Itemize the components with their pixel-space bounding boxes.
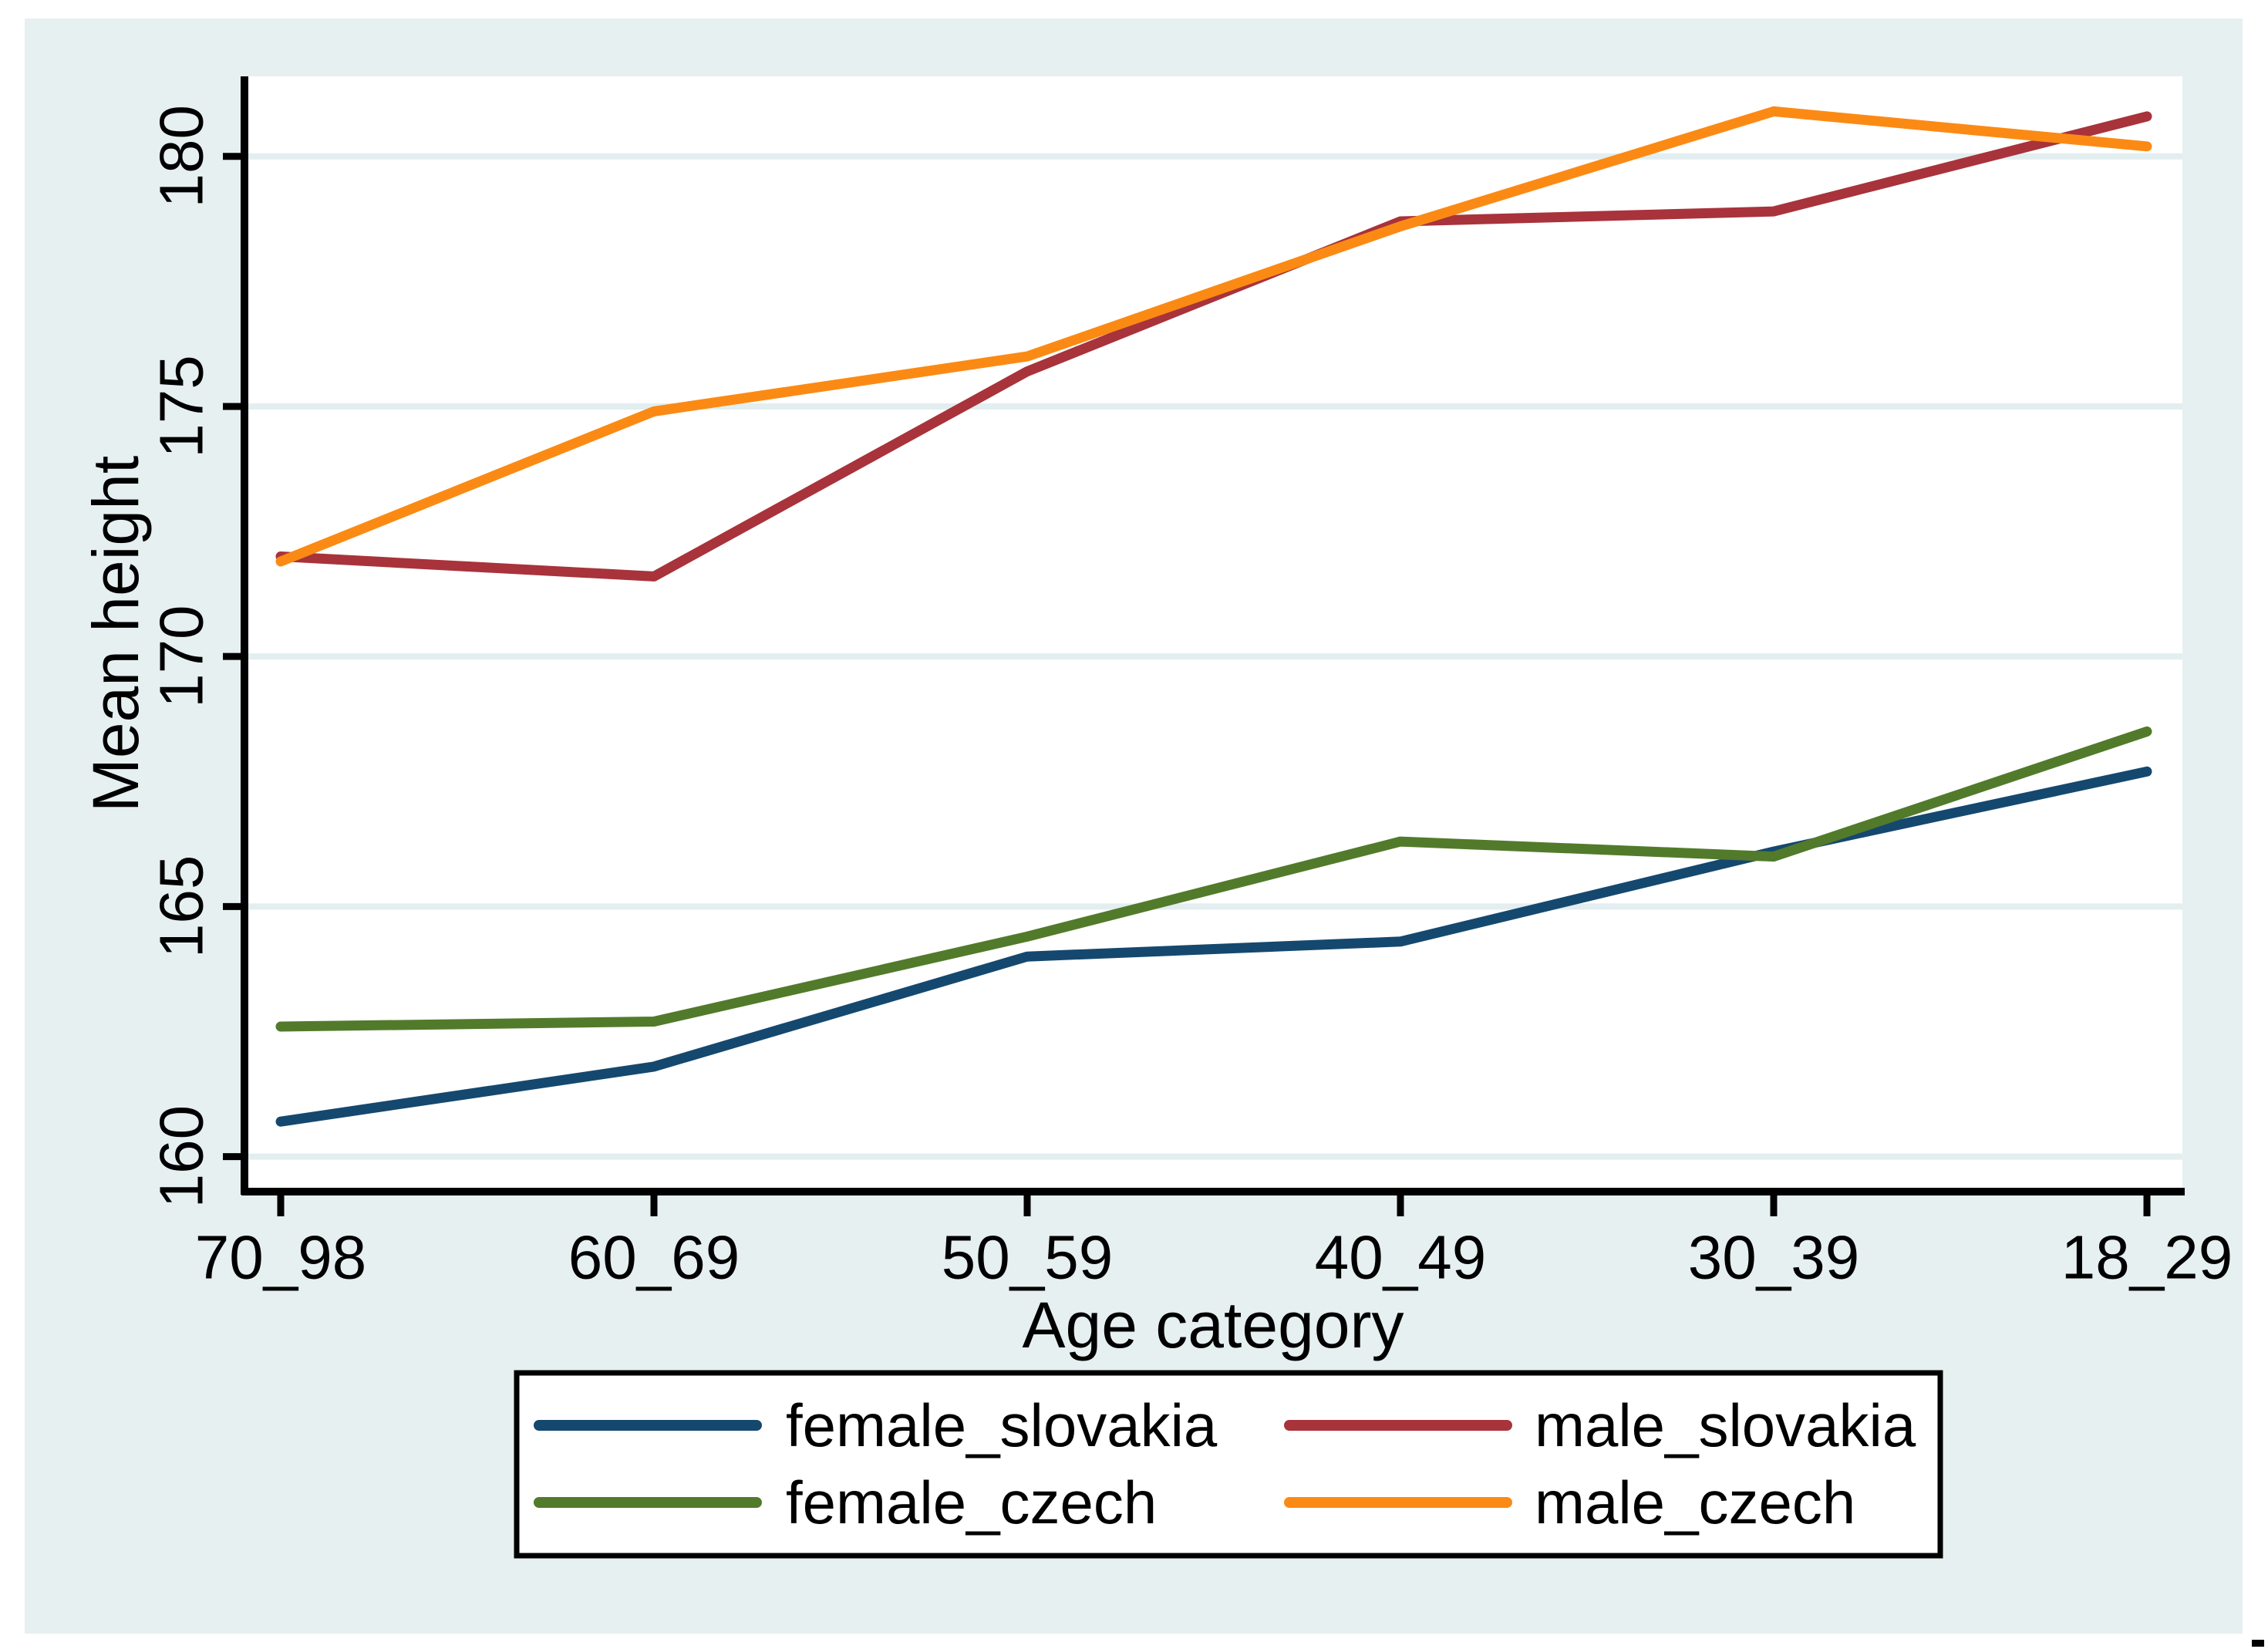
series-line-male_czech [275,106,2152,567]
series-lines [275,106,2152,1127]
tick-labels: 160 165 170 175 180 70_98 60_69 50_59 40_49 30_39… [147,105,2233,1291]
y-tick-label-180: 180 [147,105,216,207]
plot-area [244,76,2182,1192]
x-tick-label-60_69: 60_69 [568,1223,740,1292]
x-tick-label-18_29: 18_29 [2061,1223,2233,1292]
y-tick-label-175: 175 [147,355,216,457]
legend-label-male_czech: male_czech [1535,1469,1855,1536]
x-tick-label-30_39: 30_39 [1688,1223,1859,1292]
legend-label-female_czech: female_czech [786,1469,1157,1536]
x-tick-label-70_98: 70_98 [195,1223,366,1292]
y-axis-title: Mean height [79,456,152,812]
legend-label-female_slovakia: female_slovakia [786,1391,1218,1459]
tick-marks [223,153,2151,1216]
axes [241,76,2185,1195]
legend-items: female_slovakia male_slovakia female_czech… [534,1391,1916,1536]
corner-artifact [2252,1640,2264,1647]
x-tick-label-40_49: 40_49 [1315,1223,1486,1292]
legend: female_slovakia male_slovakia female_czech… [514,1370,1943,1559]
legend-label-male_slovakia: male_slovakia [1535,1391,1916,1459]
series-line-female_czech [275,726,2152,1032]
x-axis-title: Age category [1023,1289,1404,1361]
y-tick-label-160: 160 [147,1105,216,1208]
y-tick-label-170: 170 [147,605,216,707]
y-tick-label-165: 165 [147,855,216,958]
gridlines [244,153,2182,1160]
legend-box [514,1370,1943,1559]
x-tick-label-50_59: 50_59 [942,1223,1113,1292]
